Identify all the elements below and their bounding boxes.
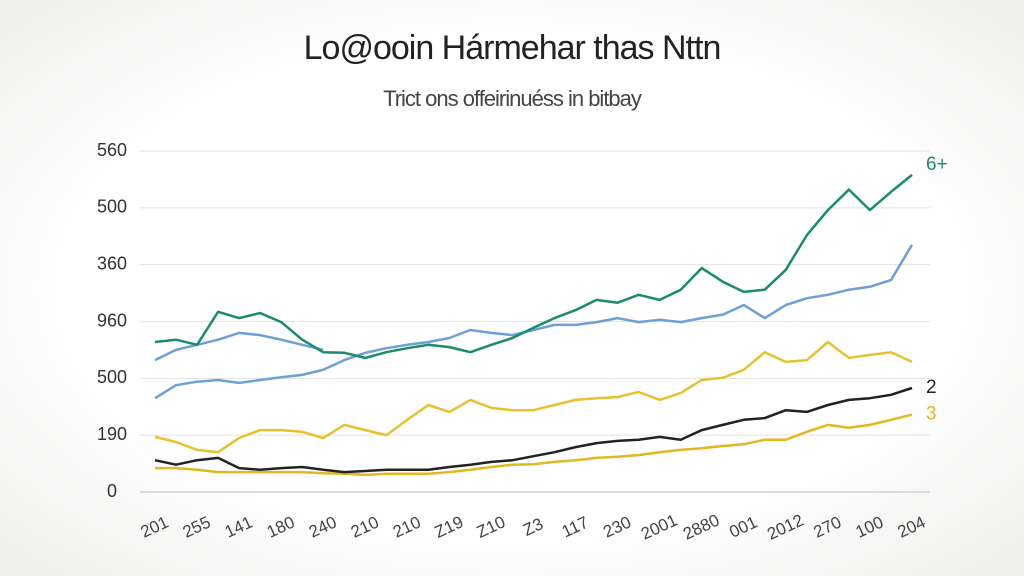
series-line xyxy=(154,244,914,400)
x-tick-label: 001 xyxy=(726,512,760,541)
x-tick-label: 2880 xyxy=(680,510,722,543)
chart-title: Lo@ooin Hármehar thas Nttn xyxy=(304,29,721,67)
x-tick-label: 270 xyxy=(811,512,845,541)
x-tick-label: 210 xyxy=(348,512,382,541)
series-line xyxy=(154,173,913,360)
x-tick-label: 204 xyxy=(895,512,929,541)
series-line xyxy=(154,386,913,474)
chart-subtitle: Trict ons offeirinuéss in bitbay xyxy=(383,86,642,111)
x-tick-label: 230 xyxy=(600,512,634,541)
x-tick-label: 117 xyxy=(559,513,592,542)
series-line xyxy=(154,331,324,362)
series-end-label: 3 xyxy=(926,404,937,425)
y-tick-label: 500 xyxy=(97,197,127,217)
x-tick-label: 180 xyxy=(264,512,298,541)
y-tick-label: 0 xyxy=(107,481,117,501)
series-line xyxy=(154,340,913,454)
x-tick-label: 100 xyxy=(853,512,887,541)
y-tick-label: 560 xyxy=(97,140,127,160)
x-tick-label: Z10 xyxy=(474,512,509,542)
x-tick-label: Z19 xyxy=(432,512,467,542)
series-end-label: 6+ xyxy=(926,154,948,175)
y-tick-label: 190 xyxy=(97,424,127,444)
series-line xyxy=(155,413,913,477)
x-tick-label: Z3 xyxy=(520,514,546,540)
x-tick-label: 201 xyxy=(138,512,172,541)
x-tick-label: 2012 xyxy=(764,510,806,543)
series-end-label: 2 xyxy=(926,377,937,398)
x-tick-label: 240 xyxy=(306,512,340,541)
x-tick-label: 255 xyxy=(180,512,214,541)
x-tick-label: 2001 xyxy=(638,510,680,543)
y-tick-label: 360 xyxy=(97,253,127,273)
x-tick-label: 210 xyxy=(390,512,424,541)
y-tick-label: 500 xyxy=(97,367,127,387)
x-tick-label: 141 xyxy=(222,512,256,541)
y-tick-label: 960 xyxy=(97,310,127,330)
